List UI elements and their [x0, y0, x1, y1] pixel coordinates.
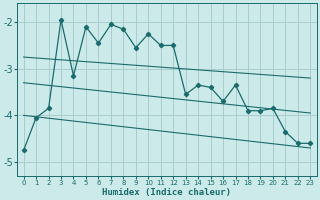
X-axis label: Humidex (Indice chaleur): Humidex (Indice chaleur) — [102, 188, 231, 197]
